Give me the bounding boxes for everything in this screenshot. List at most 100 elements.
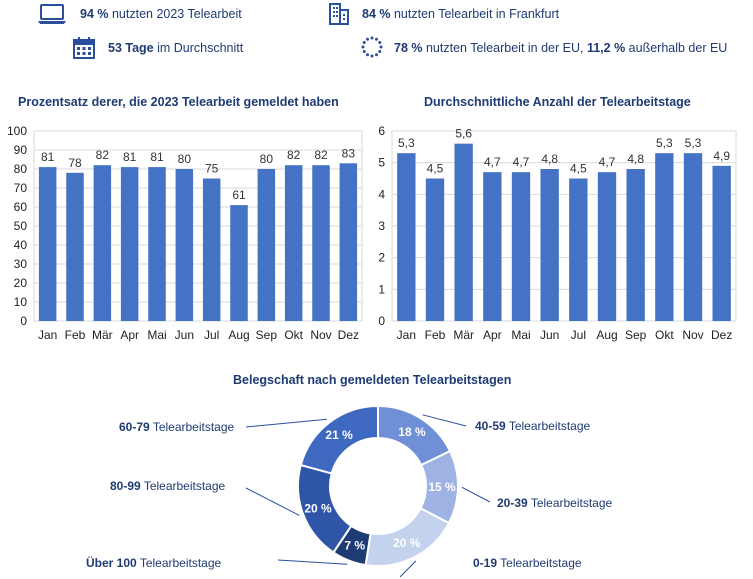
x-tick-label: Jul <box>204 328 219 342</box>
x-tick-label: Sep <box>625 328 647 342</box>
bar <box>66 172 84 321</box>
y-tick-label: 4 <box>378 187 385 201</box>
y-tick-label: 10 <box>14 295 28 309</box>
x-tick-label: Jul <box>571 328 586 342</box>
data-label: 4,7 <box>484 155 501 169</box>
leader-line <box>245 418 327 428</box>
data-label: 81 <box>41 150 55 164</box>
x-tick-label: Sep <box>256 328 278 342</box>
data-label: 83 <box>342 146 356 160</box>
donut-label-80-99: 80-99 Telearbeitstage <box>110 479 226 493</box>
bar <box>230 205 248 321</box>
data-label: 82 <box>287 148 301 162</box>
data-label: 4,8 <box>627 152 644 166</box>
data-label: 4,8 <box>541 152 558 166</box>
x-tick-label: Apr <box>120 328 139 342</box>
x-tick-label: Jan <box>38 328 57 342</box>
bar <box>93 165 112 321</box>
x-tick-label: Dez <box>338 328 359 342</box>
y-tick-label: 3 <box>378 219 385 233</box>
x-tick-label: Jan <box>397 328 416 342</box>
x-tick-label: Jun <box>540 328 559 342</box>
slice-percent-label: 21 % <box>325 428 353 442</box>
bar <box>202 178 221 321</box>
slice-percent-label: 7 % <box>344 539 365 553</box>
eu-star <box>370 54 374 58</box>
y-tick-label: 30 <box>14 257 28 271</box>
bar <box>38 167 57 321</box>
bar <box>284 165 303 321</box>
data-label: 4,7 <box>513 155 530 169</box>
leader-line <box>461 486 491 503</box>
y-tick-label: 50 <box>14 219 28 233</box>
data-label: 5,3 <box>398 136 415 150</box>
eu-star <box>379 45 383 49</box>
donut-label-over-100: Über 100 Telearbeitstage <box>86 556 222 570</box>
eu-star <box>375 53 378 57</box>
y-tick-label: 0 <box>378 314 385 328</box>
building-icon <box>329 3 349 25</box>
eu-star <box>375 37 378 41</box>
bar <box>397 153 416 321</box>
x-tick-label: Aug <box>228 328 249 342</box>
y-tick-label: 90 <box>14 143 28 157</box>
bar <box>425 178 445 321</box>
bar <box>683 153 703 321</box>
slice-percent-label: 18 % <box>398 425 426 439</box>
eu-star <box>378 50 382 53</box>
x-tick-label: Mai <box>147 328 166 342</box>
x-tick-label: Apr <box>483 328 502 342</box>
x-tick-label: Feb <box>425 328 446 342</box>
bar <box>454 143 473 321</box>
y-tick-label: 100 <box>7 124 27 138</box>
kpi-frankfurt: 84 % nutzten Telearbeit in Frankfurt <box>362 7 560 21</box>
kpi-eu: 78 % nutzten Telearbeit in der EU, 11,2 … <box>394 41 728 55</box>
y-tick-label: 6 <box>378 124 385 138</box>
y-tick-label: 2 <box>378 251 385 265</box>
bar <box>712 165 731 321</box>
bar <box>626 169 645 321</box>
x-tick-label: Feb <box>65 328 86 342</box>
data-label: 61 <box>232 188 246 202</box>
bar <box>175 169 194 321</box>
eu-star <box>366 53 369 57</box>
x-tick-label: Mär <box>92 328 113 342</box>
donut-label-40-59: 40-59 Telearbeitstage <box>475 419 591 433</box>
bar <box>120 167 139 321</box>
data-label: 82 <box>314 148 328 162</box>
x-tick-label: Nov <box>310 328 331 342</box>
kpi-telework-2023: 94 % nutzten 2023 Telearbeit <box>80 7 242 21</box>
eu-star <box>362 41 366 44</box>
data-label: 81 <box>150 150 164 164</box>
leader-line <box>277 559 348 565</box>
chart3-title: Belegschaft nach gemeldeten Telearbeitst… <box>233 373 512 387</box>
x-tick-label: Jun <box>175 328 194 342</box>
data-label: 75 <box>205 162 219 176</box>
data-label: 4,5 <box>570 162 587 176</box>
eu-stars-icon <box>361 36 383 58</box>
data-label: 78 <box>68 156 82 170</box>
data-label: 4,7 <box>599 155 616 169</box>
bar-chart-percentage: 0 10 20 30 40 50 60 70 80 90 100 81 Jan 78 Feb 82 Mär 81 A… <box>7 124 363 342</box>
leader-line <box>245 487 300 516</box>
eu-star <box>362 50 366 53</box>
data-label: 4,5 <box>427 162 444 176</box>
leader-line <box>422 414 467 427</box>
y-tick-label: 40 <box>14 238 28 252</box>
donut-label-0-19: 0-19 Telearbeitstage <box>473 556 582 570</box>
eu-star <box>378 41 382 44</box>
y-tick-label: 80 <box>14 162 28 176</box>
donut-label-60-79: 60-79 Telearbeitstage <box>119 420 235 434</box>
x-tick-label: Aug <box>596 328 617 342</box>
bar <box>655 153 674 321</box>
x-tick-label: Nov <box>682 328 703 342</box>
donut-slice <box>299 404 379 475</box>
x-tick-label: Okt <box>284 328 303 342</box>
x-tick-label: Dez <box>711 328 732 342</box>
x-tick-label: Mär <box>453 328 474 342</box>
y-tick-label: 1 <box>378 282 385 296</box>
y-tick-label: 60 <box>14 200 28 214</box>
bar <box>257 169 276 321</box>
y-tick-label: 20 <box>14 276 28 290</box>
eu-star <box>370 36 374 40</box>
